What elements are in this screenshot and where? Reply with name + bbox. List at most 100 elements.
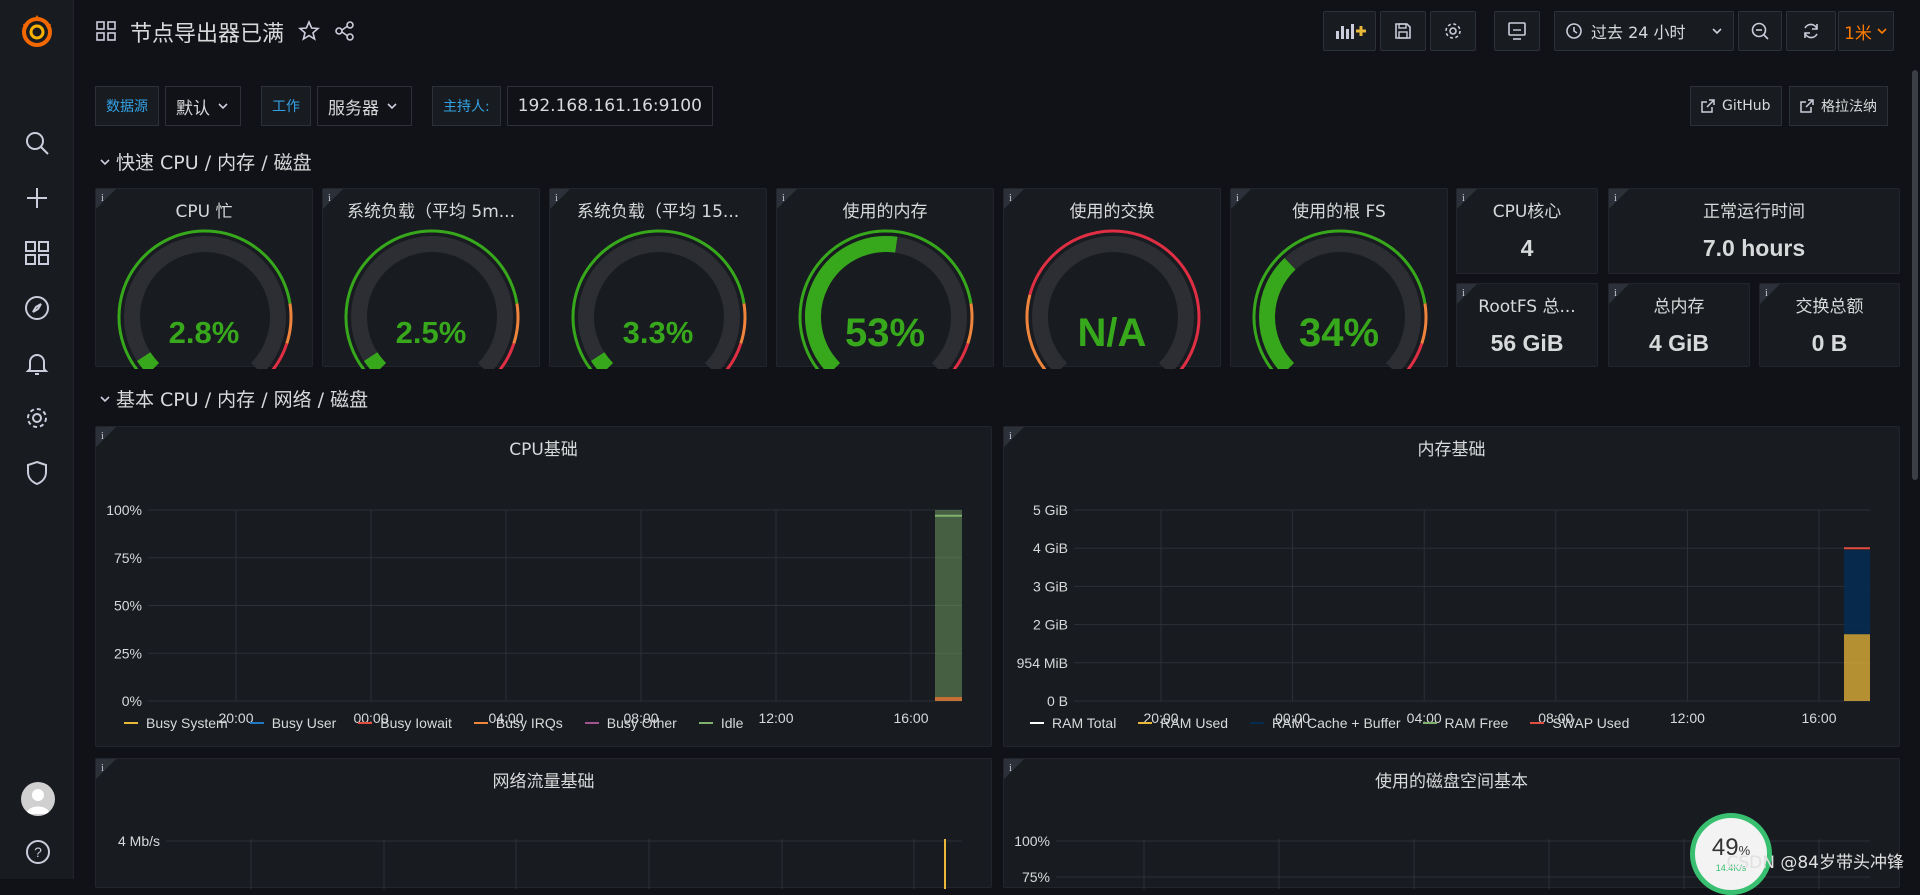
legend-item[interactable]: Idle (698, 715, 743, 731)
threshold-arc (725, 343, 743, 369)
time-range-picker[interactable]: 过去 24 小时 (1554, 11, 1734, 51)
legend-swatch (358, 722, 373, 724)
dashboards-grid-icon[interactable] (22, 238, 52, 268)
explore-compass-icon[interactable] (22, 293, 52, 323)
refresh-interval-picker[interactable]: 1米 (1838, 11, 1894, 51)
gauge-panel[interactable]: i 系统负载（平均 5m... 2.5% (322, 188, 540, 369)
gauge-value-arc (590, 352, 614, 369)
network-basic-chart[interactable]: 4 Mb/s 2 Mb/s (96, 789, 993, 889)
info-icon[interactable]: i (1004, 759, 1024, 779)
legend-item[interactable]: SWAP Used (1530, 715, 1629, 731)
dashboard-title[interactable]: 节点导出器已满 (130, 22, 285, 47)
svg-text:i: i (1614, 193, 1617, 204)
cpu-basic-chart[interactable]: 0%25%50%75%100%20:00 00:00 04:00 08:00 12:00… (96, 457, 993, 727)
legend-item[interactable]: RAM Used (1138, 715, 1228, 731)
info-icon[interactable]: i (96, 189, 116, 209)
info-icon[interactable]: i (96, 759, 116, 779)
y-tick-label: 5 GiB (1033, 502, 1068, 518)
y-tick-label: 75% (114, 550, 142, 566)
panel-memory-basic[interactable]: i 内存基础 0 B 954 MiB 2 GiB 3 GiB 4 GiB 5 GiB 20:… (1003, 426, 1900, 747)
panel-title: 交换总额 (1795, 297, 1864, 317)
info-icon[interactable]: i (1457, 284, 1477, 304)
job-select[interactable]: 服务器 (317, 86, 412, 126)
zoom-out-button[interactable] (1738, 11, 1782, 51)
alerting-bell-icon[interactable] (22, 348, 52, 378)
legend-item[interactable]: Busy Other (584, 715, 677, 731)
gauge-chart (1252, 229, 1428, 369)
dashboard-settings-button[interactable] (1430, 11, 1476, 51)
star-icon[interactable] (298, 19, 320, 45)
datasource-select[interactable]: 默认 (165, 86, 241, 126)
chart-legend: RAM Total RAM Used RAM Cache + Buffer RAM F… (1030, 715, 1629, 731)
gauge-value: 2.8% (168, 315, 240, 350)
threshold-arc (1406, 343, 1424, 369)
legend-item[interactable]: RAM Cache + Buffer (1250, 715, 1401, 731)
info-icon[interactable]: i (1760, 284, 1780, 304)
info-icon[interactable]: i (1457, 189, 1477, 209)
gauge-panel[interactable]: i 使用的交换 N/A (1003, 188, 1221, 369)
threshold-arc (1025, 294, 1047, 369)
save-dashboard-button[interactable] (1380, 11, 1426, 51)
grafana-logo-icon[interactable] (18, 12, 56, 50)
legend-item[interactable]: RAM Free (1422, 715, 1508, 731)
svg-text:i: i (101, 431, 104, 442)
refresh-button[interactable] (1786, 11, 1836, 51)
stat-uptime[interactable]: i 正常运行时间 7.0 hours (1608, 188, 1900, 274)
y-tick-label: 954 MiB (1017, 655, 1068, 671)
panel-cpu-basic[interactable]: i CPU基础 0% 25% 50% 75% 100% 20:00 00:00 04:00 08… (95, 426, 992, 747)
page-scrollbar[interactable] (1912, 70, 1918, 480)
threshold-arc (571, 229, 746, 369)
gauge-panel[interactable]: i 使用的内存 53% (776, 188, 994, 369)
gauge-panel[interactable]: i CPU 忙 2.8% (95, 188, 313, 369)
share-icon[interactable] (334, 20, 356, 45)
legend-label: Busy IRQs (495, 715, 563, 731)
info-icon[interactable]: i (1231, 189, 1251, 209)
avatar[interactable] (21, 782, 55, 816)
add-panel-button[interactable] (1323, 11, 1376, 51)
info-icon[interactable]: i (323, 189, 343, 209)
legend-item[interactable]: Busy IRQs (473, 715, 563, 731)
panel-network-basic[interactable]: i 网络流量基础 4 Mb/s 2 Mb/s (95, 758, 993, 889)
x-tick-label: 00:00 (1275, 710, 1310, 726)
host-select[interactable]: 192.168.161.16:9100 (506, 86, 713, 126)
search-icon[interactable] (22, 128, 52, 158)
configuration-gear-icon[interactable] (22, 403, 52, 433)
variable-value: 默认 (176, 98, 210, 119)
legend-item[interactable]: Busy Iowait (358, 715, 452, 731)
legend-item[interactable]: Busy System (124, 715, 228, 731)
info-icon[interactable]: i (1609, 284, 1629, 304)
create-plus-icon[interactable] (22, 183, 52, 213)
legend-label: Busy System (146, 715, 228, 731)
row-quick-header[interactable]: 快速 CPU / 内存 / 磁盘 (100, 148, 312, 175)
help-icon[interactable]: ? (24, 838, 52, 866)
stat-swap-total[interactable]: i 交换总额 0 B (1759, 283, 1900, 367)
grafana-link[interactable]: 格拉法纳 (1789, 86, 1888, 126)
legend-item[interactable]: RAM Total (1030, 715, 1116, 731)
legend-label: Busy User (271, 715, 337, 731)
tv-mode-button[interactable] (1494, 11, 1540, 51)
legend-swatch (1250, 722, 1265, 724)
info-icon[interactable]: i (777, 189, 797, 209)
stat-cpu-cores[interactable]: i CPU核心 4 (1456, 188, 1598, 274)
row-title: 快速 CPU / 内存 / 磁盘 (116, 152, 312, 174)
info-icon[interactable]: i (550, 189, 570, 209)
gauge-panel[interactable]: i 使用的根 FS 34% (1230, 188, 1448, 369)
stat-ram-total[interactable]: i 总内存 4 GiB (1608, 283, 1750, 367)
info-icon[interactable]: i (1609, 189, 1629, 209)
watermark: CSDN @84岁带头冲锋 (1726, 853, 1904, 873)
github-link[interactable]: GitHub (1690, 86, 1782, 126)
legend-item[interactable]: Busy User (249, 715, 337, 731)
info-icon[interactable]: i (1004, 189, 1024, 209)
legend-swatch (698, 722, 713, 724)
chevron-down-icon (100, 158, 110, 165)
info-icon[interactable]: i (96, 427, 116, 447)
external-link-icon (1800, 99, 1814, 113)
server-admin-shield-icon[interactable] (22, 458, 52, 488)
gauge-panel[interactable]: i 系统负载（平均 15... 3.3% (549, 188, 767, 369)
x-tick-label: 04:00 (488, 710, 523, 726)
panel-title: CPU核心 (1492, 202, 1562, 222)
row-basic-header[interactable]: 基本 CPU / 内存 / 网络 / 磁盘 (100, 385, 368, 412)
stat-rootfs-total[interactable]: i RootFS 总... 56 GiB (1456, 283, 1598, 367)
info-icon[interactable]: i (1004, 427, 1024, 447)
